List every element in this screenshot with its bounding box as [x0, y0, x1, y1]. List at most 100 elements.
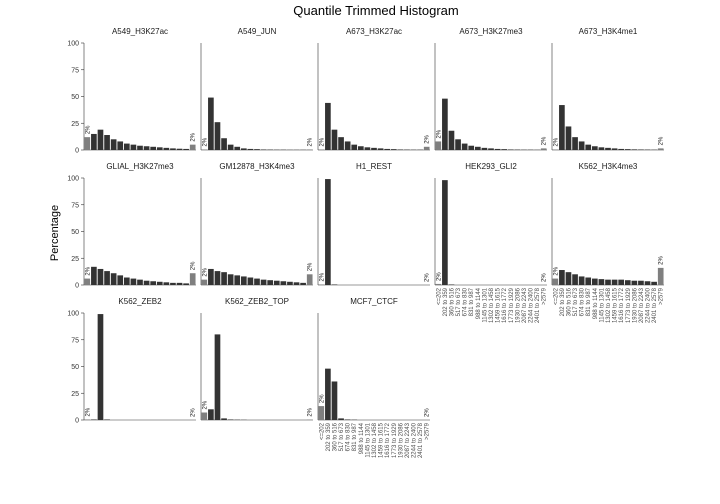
histogram-bar [156, 281, 163, 285]
histogram-bar [559, 270, 565, 285]
histogram-bar [481, 147, 488, 150]
edge-bar [306, 149, 313, 150]
x-tick-label: 1302 to 1458 [606, 287, 612, 323]
histogram-bar [110, 273, 117, 285]
y-tick-label: 50 [71, 229, 79, 236]
edge-percent-label: 2% [542, 136, 548, 145]
histogram-bar [137, 145, 143, 150]
histogram-bar [618, 279, 625, 285]
histogram-bar [240, 148, 247, 150]
histogram-bar [234, 275, 241, 285]
facet-panel: GLIAL_H3K27me3 0 25 50 75 100 2% 2% [67, 162, 196, 290]
histogram-bar [260, 149, 267, 150]
facet-panel: K562_ZEB2_TOP 2% 2% [200, 297, 314, 421]
edge-bar [657, 148, 664, 150]
x-tick-label: 517 to 673 [339, 422, 345, 451]
facet-strip-label: MCF7_CTCF [350, 297, 398, 306]
histogram-bar [150, 146, 157, 150]
edge-bar [552, 278, 559, 285]
histogram-bar [325, 102, 331, 150]
histogram-bar [221, 272, 227, 285]
histogram-bar [130, 278, 137, 285]
histogram-bar [267, 280, 274, 285]
x-tick-label: 1616 to 1772 [385, 422, 391, 458]
histogram-bar [287, 281, 293, 285]
histogram-bar [371, 147, 377, 150]
y-tick-label: 50 [71, 94, 79, 101]
histogram-bar [578, 141, 585, 150]
histogram-bar [163, 147, 170, 150]
histogram-bar [448, 130, 455, 150]
histogram-bar [221, 418, 227, 420]
x-tick-label: 2087 to 2243 [522, 287, 528, 323]
histogram-bar [117, 141, 124, 150]
x-tick-label: 1459 to 1615 [379, 422, 385, 458]
histogram-bar [91, 133, 97, 150]
x-tick-label: 2244 to 2400 [529, 287, 535, 323]
histogram-bar [572, 274, 578, 285]
facet-strip-label: K562_ZEB2 [118, 297, 162, 306]
x-tick-label: 1145 to 1301 [482, 287, 488, 322]
histogram-bar [631, 280, 638, 285]
histogram-bar [651, 281, 657, 285]
edge-percent-label: 2% [553, 266, 559, 275]
edge-bar [306, 274, 313, 285]
histogram-bar [117, 275, 124, 285]
histogram-bar [572, 137, 578, 150]
facet-strip-label: GM12878_H3K4me3 [219, 162, 295, 171]
histogram-bar [461, 143, 468, 150]
edge-percent-label: 2% [659, 256, 665, 265]
facet-panel: A549_JUN 2% 2% [200, 27, 314, 151]
x-tick-label: 2087 to 2243 [405, 422, 411, 458]
histogram-bar [377, 148, 384, 150]
x-tick-label: 1773 to 1929 [392, 422, 398, 458]
histogram-bar [227, 419, 234, 420]
histogram-bar [214, 334, 221, 420]
histogram-bar [273, 280, 280, 285]
histogram-bar [208, 97, 214, 150]
edge-bar [657, 267, 664, 285]
edge-bar [201, 149, 208, 150]
histogram-bar [247, 277, 254, 285]
histogram-bar [254, 278, 260, 285]
facet-panel: A673_H3K27ac 2% 2% [317, 27, 431, 151]
histogram-bar [618, 148, 625, 150]
edge-bar [84, 137, 91, 150]
facet-panel: A673_H3K4me1 2% 2% [551, 27, 665, 151]
x-tick-label: 1773 to 1929 [509, 287, 515, 323]
histogram-bar [364, 147, 371, 150]
y-tick-label: 75 [71, 67, 79, 74]
histogram-bar [240, 276, 247, 285]
histogram-bar [578, 276, 585, 285]
histogram-bar [585, 277, 592, 285]
y-tick-label: 75 [71, 202, 79, 209]
histogram-bar [260, 279, 267, 285]
x-tick-label: 831 to 987 [469, 287, 475, 316]
histogram-bar [234, 146, 241, 150]
facet-strip-label: A549_H3K27ac [112, 27, 168, 36]
facet-strip-label: A549_JUN [238, 27, 277, 36]
histogram-bar [351, 144, 358, 150]
facet-strip-label: H1_REST [356, 162, 392, 171]
x-tick-label: 2401 to 2578 [535, 287, 541, 323]
edge-bar [189, 273, 196, 285]
x-tick-label: 831 to 987 [352, 422, 358, 451]
edge-bar [435, 283, 442, 285]
histogram-bar [331, 284, 338, 285]
y-tick-label: 25 [71, 121, 79, 128]
histogram-bar [91, 419, 97, 420]
histogram-bar [227, 274, 234, 285]
histogram-bar [293, 282, 300, 285]
histogram-bar [611, 148, 618, 150]
x-tick-label: >2579 [425, 422, 431, 440]
histogram-bar [214, 122, 221, 150]
edge-percent-label: 2% [542, 273, 548, 282]
y-tick-label: 25 [71, 391, 79, 398]
histogram-bar [565, 272, 572, 285]
histogram-bar [397, 149, 404, 150]
histogram-bar [565, 126, 572, 150]
histogram-bar [468, 145, 475, 150]
facet-panel: H1_REST 2% 2% [317, 162, 431, 286]
histogram-bar [137, 279, 143, 285]
